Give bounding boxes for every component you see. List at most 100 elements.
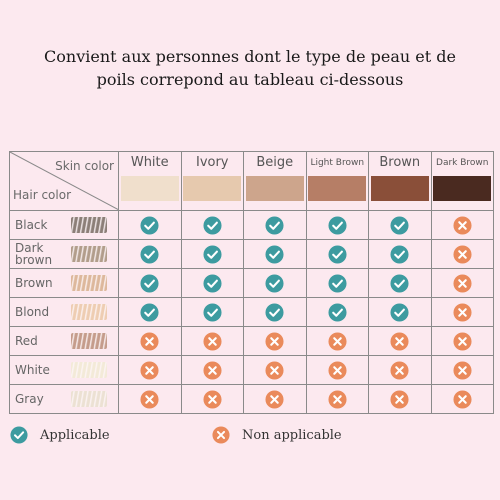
compatibility-cell	[243, 384, 307, 414]
skin-tone-beige: Beige	[243, 151, 307, 211]
hair-type-label: Blond	[15, 305, 50, 319]
x-circle-icon	[328, 361, 347, 380]
skin-color-axis-label: Skin color	[55, 159, 114, 173]
skin-tone-dark-brown: Dark Brown	[430, 151, 494, 211]
hair-type-dark-brown: Dark brown	[9, 239, 119, 269]
x-circle-icon	[328, 390, 347, 409]
compatibility-cell	[243, 268, 307, 298]
legend-item-applicable: Applicable	[10, 426, 110, 444]
x-circle-icon	[265, 390, 284, 409]
hair-sample-image	[71, 391, 107, 407]
compatibility-cell	[118, 268, 182, 298]
check-circle-icon	[328, 274, 347, 293]
check-circle-icon	[140, 245, 159, 264]
compatibility-cell	[305, 297, 369, 327]
skin-tone-light-brown: Light Brown	[305, 151, 369, 211]
compatibility-cell	[180, 268, 244, 298]
compatibility-cell	[180, 355, 244, 385]
compatibility-cell	[305, 355, 369, 385]
hair-type-gray: Gray	[9, 384, 119, 414]
skin-tone-swatch	[370, 176, 429, 201]
check-circle-icon	[390, 245, 409, 264]
x-circle-icon	[203, 332, 222, 351]
table-row: Blond	[9, 297, 494, 327]
compatibility-cell	[118, 384, 182, 414]
hair-sample-image	[71, 362, 107, 378]
check-circle-icon	[140, 216, 159, 235]
table-row: Black	[9, 210, 494, 240]
compatibility-cell	[305, 326, 369, 356]
x-circle-icon	[453, 332, 472, 351]
compatibility-cell	[430, 355, 494, 385]
compatibility-table: Skin color Hair color White Ivory Beige Lig…	[9, 151, 494, 414]
hair-sample-image	[71, 246, 107, 262]
table-row: White	[9, 355, 494, 385]
hair-color-axis-label: Hair color	[13, 188, 72, 202]
compatibility-cell	[430, 384, 494, 414]
skin-tone-label: Light Brown	[310, 158, 365, 168]
table-row: Gray	[9, 384, 494, 414]
hair-type-label: Black	[15, 218, 48, 232]
x-circle-icon	[140, 361, 159, 380]
compatibility-cell	[180, 239, 244, 269]
compatibility-cell	[430, 268, 494, 298]
compatibility-cell	[368, 297, 432, 327]
compatibility-cell	[430, 210, 494, 240]
check-circle-icon	[390, 274, 409, 293]
compatibility-cell	[368, 355, 432, 385]
skin-tone-label: White	[130, 155, 169, 170]
compatibility-cell	[243, 297, 307, 327]
skin-tone-brown: Brown	[368, 151, 432, 211]
check-circle-icon	[265, 245, 284, 264]
hair-sample-image	[71, 333, 107, 349]
compatibility-cell	[368, 384, 432, 414]
hair-type-brown: Brown	[9, 268, 119, 298]
compatibility-cell	[368, 268, 432, 298]
hair-type-black: Black	[9, 210, 119, 240]
hair-type-label: Gray	[15, 392, 44, 406]
compatibility-cell	[430, 326, 494, 356]
legend-applicable-label: Applicable	[40, 427, 110, 443]
compatibility-cell	[180, 384, 244, 414]
compatibility-cell	[118, 326, 182, 356]
table-row: Brown	[9, 268, 494, 298]
skin-tone-swatch	[183, 176, 242, 201]
skin-tone-swatch	[433, 176, 492, 201]
check-circle-icon	[203, 245, 222, 264]
check-circle-icon	[265, 216, 284, 235]
x-circle-icon	[265, 332, 284, 351]
skin-tone-swatch	[120, 176, 179, 201]
hair-type-blond: Blond	[9, 297, 119, 327]
check-circle-icon	[203, 274, 222, 293]
table-row: Dark brown	[9, 239, 494, 269]
x-circle-icon	[212, 426, 230, 444]
check-circle-icon	[265, 303, 284, 322]
compatibility-cell	[243, 239, 307, 269]
compatibility-cell	[305, 384, 369, 414]
compatibility-cell	[243, 326, 307, 356]
compatibility-cell	[305, 210, 369, 240]
compatibility-cell	[368, 210, 432, 240]
hair-type-white: White	[9, 355, 119, 385]
skin-tone-label: Beige	[256, 155, 294, 170]
x-circle-icon	[390, 332, 409, 351]
table-row: Red	[9, 326, 494, 356]
hair-sample-image	[71, 304, 107, 320]
skin-tone-white: White	[118, 151, 182, 211]
x-circle-icon	[453, 390, 472, 409]
hair-type-label: Brown	[15, 276, 53, 290]
hair-sample-image	[71, 217, 107, 233]
skin-tone-label: Ivory	[195, 155, 229, 170]
table-corner-cell: Skin color Hair color	[9, 151, 119, 211]
check-circle-icon	[140, 274, 159, 293]
compatibility-cell	[180, 210, 244, 240]
x-circle-icon	[453, 216, 472, 235]
check-circle-icon	[328, 303, 347, 322]
x-circle-icon	[453, 245, 472, 264]
x-circle-icon	[265, 361, 284, 380]
skin-tone-label: Brown	[379, 155, 421, 170]
compatibility-cell	[118, 210, 182, 240]
compatibility-cell	[180, 297, 244, 327]
check-circle-icon	[140, 303, 159, 322]
compatibility-cell	[243, 355, 307, 385]
